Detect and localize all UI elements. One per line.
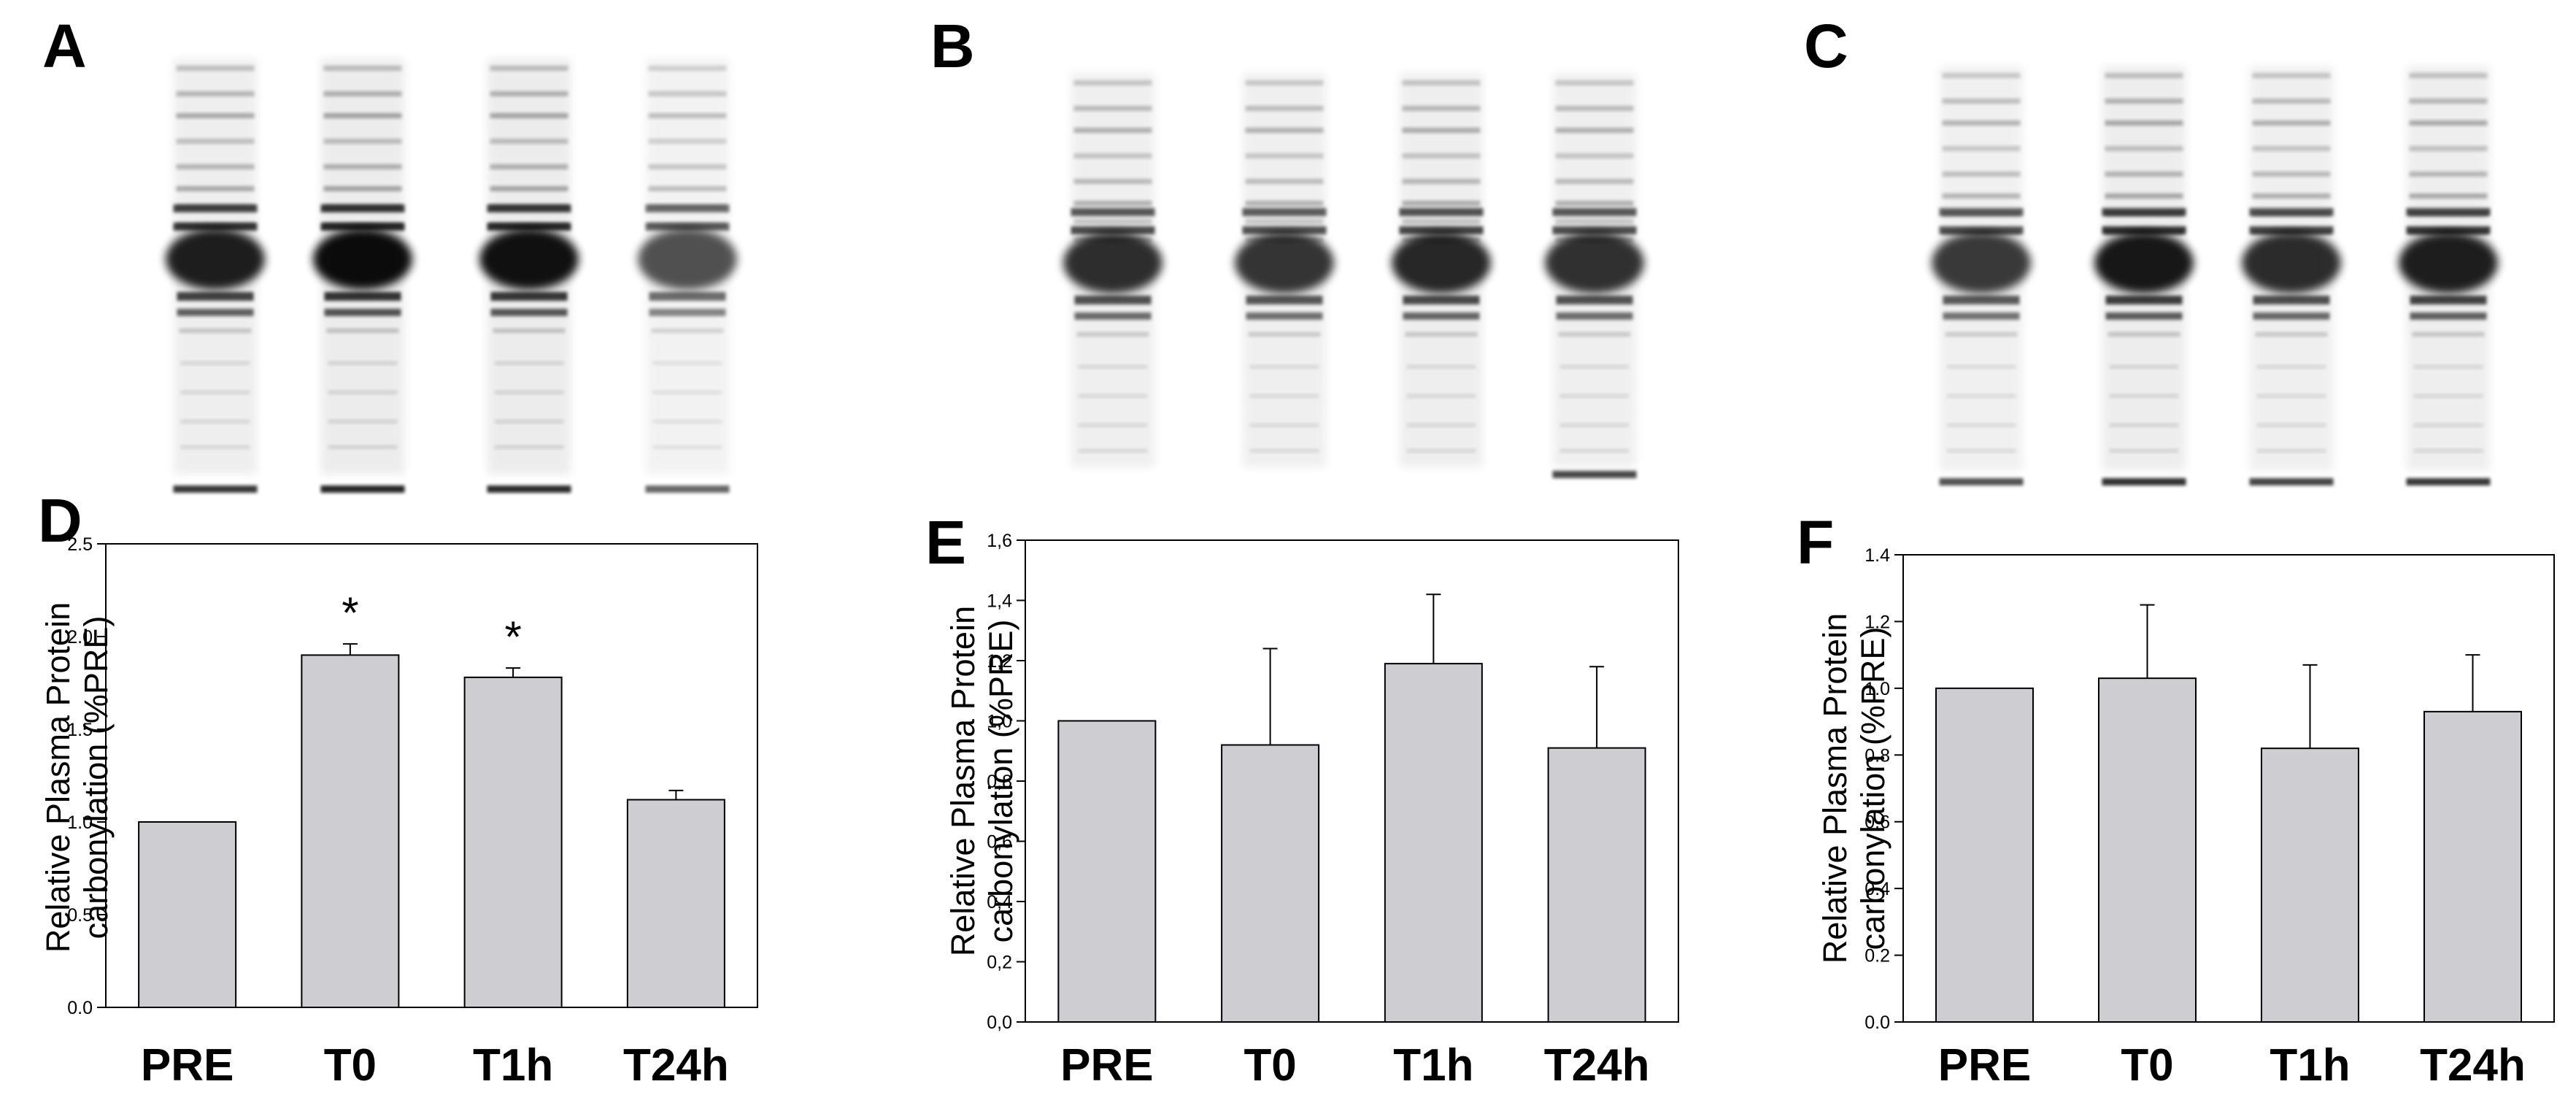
y-axis-title: Relative Plasma Proteincarbonylation (%P… (1816, 613, 1891, 964)
bar (2098, 677, 2197, 1023)
x-category-label: T24h (2420, 1040, 2526, 1091)
panel-letter-d: D (38, 486, 82, 555)
y-axis-title: Relative Plasma Proteincarbonylation (%P… (944, 606, 1019, 956)
bar (1057, 720, 1157, 1023)
y-axis-title-line: carbonylation (%PRE) (982, 620, 1019, 943)
y-tick-label: 0.4 (1864, 879, 1890, 899)
bar (1221, 744, 1320, 1023)
x-category-label: PRE (1060, 1040, 1153, 1091)
y-axis-title-line: Relative Plasma Protein (1816, 613, 1854, 964)
bar (2423, 710, 2522, 1023)
y-tick-label: 1.0 (1864, 679, 1890, 699)
y-tick-label: 1.0 (67, 812, 93, 833)
y-tick-label: 1,0 (987, 712, 1012, 732)
blot-lane (479, 58, 579, 493)
panel-letter-e: E (925, 508, 966, 577)
blot-lane (1392, 73, 1491, 467)
x-category-label: T1h (1393, 1040, 1473, 1091)
y-axis-title-line: Relative Plasma Protein (944, 606, 982, 956)
blot-lane (2242, 66, 2341, 485)
blot-lane (1235, 73, 1334, 467)
blot-lane (1545, 73, 1644, 478)
y-tick-label: 0,0 (987, 1012, 1012, 1033)
y-tick-label: 0.6 (1864, 812, 1890, 833)
bar (2261, 747, 2359, 1023)
y-tick-label: 1,2 (987, 651, 1012, 672)
bar-chart-e: 0,0 0,2 0,4 0,6 0,8 1,0 1,2 1,4 1,6 Relative Plas… (944, 531, 1679, 1091)
y-tick-label: 2.0 (67, 627, 93, 647)
bar-chart-d: 0.0 0.5 1.0 1.5 2.0 2.5 Relative Plasma Protei… (39, 534, 758, 1091)
western-blot-c (1932, 66, 2498, 485)
significance-marker: * (342, 588, 358, 637)
x-category-label: T24h (623, 1040, 729, 1091)
x-category-label: T1h (2270, 1040, 2350, 1091)
x-category-label: PRE (1938, 1040, 2031, 1091)
bar (138, 821, 237, 1008)
panel-letter-a: A (42, 12, 87, 80)
western-blot-b (1063, 73, 1644, 478)
y-tick-label: 2.5 (67, 534, 93, 555)
bar (626, 799, 725, 1009)
y-tick-label: 0,6 (987, 832, 1012, 853)
blot-lane (1063, 73, 1162, 467)
y-axis-title-line: carbonylation (%PRE) (77, 616, 115, 939)
x-category-label: T0 (324, 1040, 377, 1091)
western-blot-a (166, 58, 737, 493)
panel-letter-c: C (1804, 12, 1848, 80)
y-axis-title-line: carbonylation (%PRE) (1854, 627, 1891, 950)
y-tick-label: 0.8 (1864, 745, 1890, 766)
x-category-label: T0 (2121, 1040, 2173, 1091)
y-tick-label: 0.5 (67, 905, 93, 926)
blot-lane (313, 58, 412, 493)
y-tick-label: 1,4 (987, 591, 1012, 612)
y-tick-label: 0.0 (67, 998, 93, 1018)
y-axis-title-line: Relative Plasma Protein (39, 602, 77, 953)
y-tick-label: 0.2 (1864, 946, 1890, 966)
blot-lane (2399, 66, 2498, 485)
y-tick-label: 0.0 (1864, 1012, 1890, 1033)
y-tick-label: 0,2 (987, 953, 1012, 973)
y-tick-label: 0,8 (987, 772, 1012, 792)
bar (1384, 663, 1483, 1023)
panel-letter-b: B (930, 12, 975, 80)
bar (463, 676, 563, 1008)
y-tick-label: 1.2 (1864, 612, 1890, 632)
y-tick-label: 0,4 (987, 892, 1012, 912)
bar (1935, 687, 2034, 1023)
panel-letter-f: F (1797, 508, 1834, 577)
bar (1547, 747, 1646, 1023)
bar-chart-f: 0.0 0.2 0.4 0.6 0.8 1.0 1.2 1.4 Relative Plasma … (1816, 545, 2555, 1091)
x-category-label: T24h (1544, 1040, 1650, 1091)
y-axis-title: Relative Plasma Proteincarbonylation (%P… (39, 602, 115, 953)
bar (301, 654, 400, 1009)
x-category-label: T0 (1243, 1040, 1296, 1091)
significance-marker: * (504, 612, 521, 661)
plot-frame (1902, 554, 2555, 1023)
x-category-label: T1h (473, 1040, 553, 1091)
plot-frame (105, 543, 758, 1008)
y-tick-label: 1,6 (987, 531, 1012, 551)
x-category-label: PRE (141, 1040, 234, 1091)
blot-lane (638, 58, 737, 493)
blot-lane (1932, 66, 2031, 485)
y-tick-label: 1.5 (67, 720, 93, 740)
blot-lane (2094, 66, 2194, 485)
blot-lane (166, 58, 265, 493)
y-tick-label: 1.4 (1864, 545, 1890, 566)
